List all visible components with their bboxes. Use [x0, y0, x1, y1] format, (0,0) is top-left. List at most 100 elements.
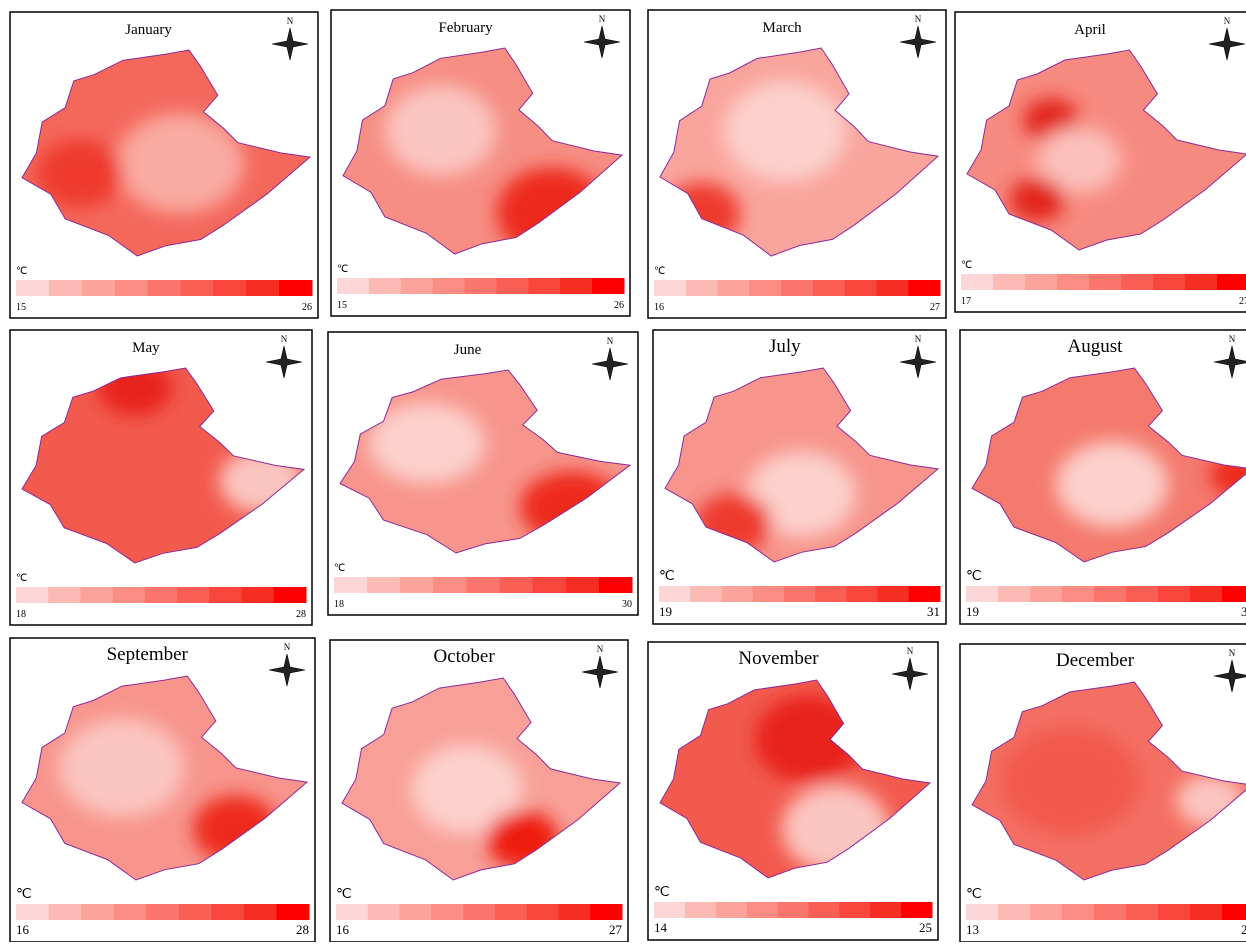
legend-step [590, 904, 622, 920]
legend-step [1057, 274, 1090, 290]
legend-step [993, 274, 1026, 290]
legend-step [466, 577, 500, 593]
legend-step [400, 577, 434, 593]
legend-max: 28 [296, 609, 306, 620]
legend-min: 18 [16, 609, 26, 620]
legend-min: 16 [654, 302, 664, 313]
legend-min: 16 [336, 922, 350, 937]
legend-step [659, 586, 691, 602]
legend-min: 19 [966, 604, 979, 619]
page: JanuaryN℃1526FebruaryN℃1526MarchN℃1627Ap… [0, 0, 1246, 947]
legend-step [180, 280, 213, 296]
legend-step [274, 587, 307, 603]
legend-max: 28 [296, 922, 309, 937]
legend-step [433, 577, 467, 593]
legend-step [1030, 586, 1063, 602]
legend-step [148, 280, 181, 296]
legend-step [839, 902, 870, 918]
map-panel: SeptemberN℃1628 [10, 638, 315, 942]
legend-step [1222, 586, 1246, 602]
legend-step [716, 902, 747, 918]
legend-step [685, 902, 716, 918]
compass-north: N [915, 334, 922, 344]
legend-step [749, 280, 781, 296]
legend-step [747, 902, 778, 918]
panel-title: February [438, 20, 493, 36]
legend-step [998, 586, 1031, 602]
legend-unit: ℃ [16, 266, 27, 277]
legend-step [966, 904, 999, 920]
legend-step [16, 587, 49, 603]
legend-step [560, 278, 592, 294]
legend-step [48, 587, 81, 603]
legend-min: 15 [337, 300, 347, 311]
temperature-zone [385, 85, 497, 176]
legend-unit: ℃ [966, 887, 982, 902]
legend-step [654, 280, 686, 296]
map-panel: JulyN℃1931 [653, 330, 946, 624]
temperature-zone [59, 718, 184, 817]
legend-step [808, 902, 839, 918]
legend-step [966, 586, 999, 602]
legend-step [654, 902, 685, 918]
legend-step [870, 902, 901, 918]
panel-title: October [433, 646, 495, 667]
legend-max: 27 [1239, 296, 1246, 307]
legend-step [528, 278, 560, 294]
legend-step [527, 904, 559, 920]
legend-step [878, 586, 910, 602]
legend-step [599, 577, 633, 593]
legend-step [146, 904, 179, 920]
legend-step [1222, 904, 1246, 920]
legend-step [592, 278, 624, 294]
map-panel: AugustN℃1930 [960, 330, 1246, 624]
legend-min: 14 [654, 920, 668, 935]
compass-north: N [1229, 648, 1236, 658]
legend-step [721, 586, 753, 602]
legend-max: 25 [919, 920, 932, 935]
legend-step [533, 577, 567, 593]
legend-step [244, 904, 277, 920]
legend-step [1190, 904, 1223, 920]
legend-step [246, 280, 279, 296]
legend-step [276, 904, 309, 920]
legend-step [908, 280, 940, 296]
legend-step [876, 280, 908, 296]
panel-title: June [454, 342, 482, 358]
legend-step [781, 280, 813, 296]
legend-step [145, 587, 178, 603]
legend-step [566, 577, 600, 593]
compass-north: N [599, 14, 606, 24]
legend-step [1217, 274, 1246, 290]
legend-step [465, 278, 497, 294]
legend-max: 27 [609, 922, 623, 937]
legend-step [114, 904, 147, 920]
legend-step [49, 904, 82, 920]
legend-min: 19 [659, 604, 672, 619]
legend-step [179, 904, 212, 920]
legend-unit: ℃ [16, 573, 27, 584]
legend-step [558, 904, 590, 920]
legend-step [401, 278, 433, 294]
legend-max: 31 [927, 604, 940, 619]
panel-title: August [1068, 336, 1124, 357]
legend-step [1121, 274, 1154, 290]
legend-max: 30 [622, 599, 632, 610]
panel-title: March [763, 20, 803, 36]
legend-min: 16 [16, 922, 30, 937]
panel-title: April [1074, 22, 1106, 38]
legend-step [211, 904, 244, 920]
legend-unit: ℃ [659, 569, 675, 584]
legend-step [368, 904, 400, 920]
temperature-zone [1056, 442, 1168, 527]
legend-unit: ℃ [654, 266, 665, 277]
legend-unit: ℃ [16, 887, 32, 902]
legend-step [1158, 904, 1191, 920]
legend-step [1025, 274, 1058, 290]
compass-north: N [287, 16, 294, 26]
